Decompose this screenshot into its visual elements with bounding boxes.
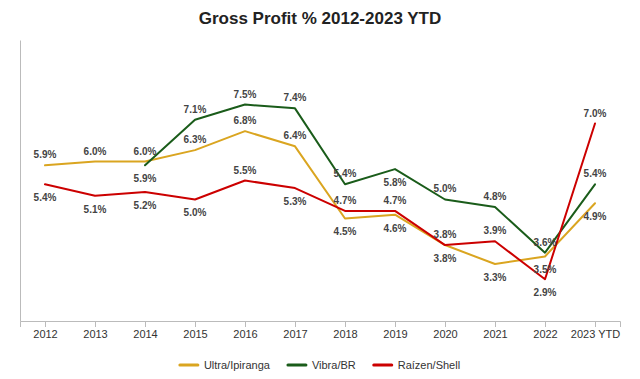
data-label: 6.3% (184, 134, 207, 145)
x-tick: 2015 (183, 321, 207, 340)
x-axis: 2012 2013 2014 2015 2016 2017 2018 2019 2020 2021… (21, 321, 621, 340)
y-axis (20, 41, 21, 322)
x-tick-label: 2023 YTD (571, 328, 620, 340)
data-label: 5.2% (134, 200, 157, 211)
x-tick-mark (95, 321, 96, 327)
x-tick: 2023 YTD (571, 321, 620, 340)
x-tick-mark (445, 321, 446, 327)
x-tick: 2019 (383, 321, 407, 340)
x-axis-line (21, 322, 621, 328)
data-label: 3.9% (484, 225, 507, 236)
data-label: 5.8% (384, 177, 407, 188)
x-tick-label: 2014 (133, 328, 157, 340)
data-label: 6.0% (84, 146, 107, 157)
x-tick-label: 2020 (433, 328, 457, 340)
x-tick: 2020 (433, 321, 457, 340)
data-label: 5.0% (434, 183, 457, 194)
x-tick-label: 2015 (183, 328, 207, 340)
data-label: 5.4% (334, 168, 357, 179)
data-label: 5.0% (184, 207, 207, 218)
x-tick-mark (395, 321, 396, 327)
legend-swatch (374, 364, 392, 367)
legend-item: Raízen/Shell (374, 359, 460, 371)
x-tick-mark (245, 321, 246, 327)
data-label: 3.8% (434, 229, 457, 240)
data-label: 5.9% (134, 173, 157, 184)
legend-label: Ultra/Ipiranga (204, 359, 271, 371)
data-label: 3.6% (534, 237, 557, 248)
chart-svg: 2012 2013 2014 2015 2016 2017 2018 2019 2020 2021… (0, 0, 640, 379)
data-label: 4.7% (334, 195, 357, 206)
data-label: 3.8% (434, 253, 457, 264)
x-tick-mark (595, 321, 596, 327)
legend: Ultra/Ipiranga Vibra/BR Raízen/Shell (180, 359, 460, 371)
x-tick-label: 2022 (533, 328, 557, 340)
data-label: 5.9% (34, 149, 57, 160)
data-label: 4.9% (584, 211, 607, 222)
data-labels: 5.9% 6.0% 6.0% 6.3% 6.8% 6.4% 4.5% 4.6% 3.8% 3.3%… (34, 89, 607, 299)
x-tick-mark (45, 321, 46, 327)
x-tick-mark (345, 321, 346, 327)
x-tick-label: 2012 (33, 328, 57, 340)
data-label: 5.5% (234, 165, 257, 176)
x-tick-mark (495, 321, 496, 327)
plot-area: 2012 2013 2014 2015 2016 2017 2018 2019 2020 2021… (21, 41, 621, 340)
data-label: 4.5% (334, 226, 357, 237)
x-tick: 2022 (533, 321, 557, 340)
series-line (145, 105, 595, 253)
chart-container: 2012 2013 2014 2015 2016 2017 2018 2019 2020 2021… (0, 0, 640, 379)
data-label: 5.4% (34, 192, 57, 203)
x-tick: 2016 (233, 321, 257, 340)
data-label: 7.4% (284, 92, 307, 103)
x-tick-label: 2016 (233, 328, 257, 340)
x-tick-label: 2018 (333, 328, 357, 340)
series-lines (45, 105, 595, 280)
x-tick: 2012 (33, 321, 57, 340)
data-label: 6.4% (284, 130, 307, 141)
data-label: 5.1% (84, 204, 107, 215)
data-label: 4.7% (384, 195, 407, 206)
data-label: 5.3% (284, 196, 307, 207)
x-tick: 2013 (83, 321, 107, 340)
series-line (45, 124, 595, 280)
data-label: 5.4% (584, 168, 607, 179)
x-tick: 2017 (283, 321, 307, 340)
x-tick-label: 2013 (83, 328, 107, 340)
x-tick-mark (145, 321, 146, 327)
y-axis-line (20, 41, 21, 322)
x-tick-label: 2021 (483, 328, 507, 340)
legend-item: Vibra/BR (288, 359, 356, 371)
series-line (45, 131, 595, 264)
x-tick-label: 2017 (283, 328, 307, 340)
data-label: 3.3% (484, 272, 507, 283)
data-label: 4.8% (484, 191, 507, 202)
data-label: 7.0% (584, 108, 607, 119)
data-label: 7.5% (234, 89, 257, 100)
data-label: 2.9% (534, 287, 557, 298)
legend-label: Vibra/BR (312, 359, 356, 371)
data-label: 6.0% (134, 146, 157, 157)
data-label: 7.1% (184, 104, 207, 115)
x-tick-mark (545, 321, 546, 327)
x-tick-mark (195, 321, 196, 327)
x-tick-label: 2019 (383, 328, 407, 340)
legend-item: Ultra/Ipiranga (180, 359, 271, 371)
title: Gross Profit % 2012-2023 YTD (199, 9, 442, 28)
data-label: 3.5% (534, 264, 557, 275)
x-tick: 2021 (483, 321, 507, 340)
x-tick: 2018 (333, 321, 357, 340)
x-tick-mark (295, 321, 296, 327)
legend-swatch (180, 364, 198, 367)
data-label: 4.6% (384, 223, 407, 234)
legend-swatch (288, 364, 306, 367)
x-tick: 2014 (133, 321, 157, 340)
legend-label: Raízen/Shell (398, 359, 460, 371)
data-label: 6.8% (234, 115, 257, 126)
